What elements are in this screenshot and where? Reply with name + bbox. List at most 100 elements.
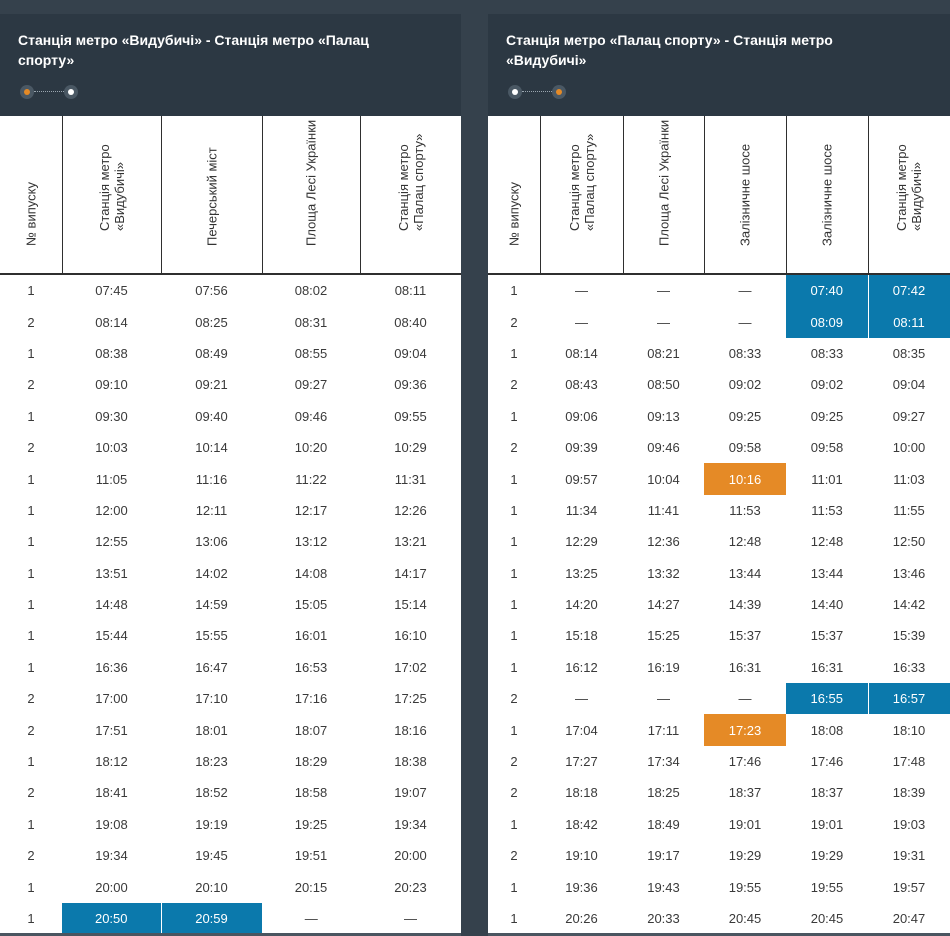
- time-cell: 18:37: [728, 785, 762, 801]
- release-number-cell: 2: [510, 754, 518, 770]
- time-cell: 19:43: [647, 879, 680, 895]
- release-number-cell: 1: [27, 879, 35, 895]
- table-row: 1 18:42 18:49 19:01 19:01 19:03: [488, 809, 950, 840]
- time-cell: 13:12: [294, 534, 328, 550]
- time-cell: 18:23: [195, 754, 228, 770]
- time-cell: 17:16: [294, 691, 328, 707]
- header-row: № випуску Станція метро «Видубичі» Печерсь…: [0, 116, 461, 275]
- time-cell: 19:10: [565, 848, 598, 864]
- time-cell: 18:49: [647, 816, 680, 832]
- table-row: 2 17:00 17:10 17:16 17:25: [0, 683, 461, 714]
- release-number-cell: 2: [27, 440, 35, 456]
- time-cell: 12:48: [810, 534, 844, 550]
- time-cell: 16:01: [294, 628, 328, 644]
- time-cell: 17:46: [810, 754, 844, 770]
- release-number-cell: 1: [510, 628, 518, 644]
- table-row: 2 08:14 08:25 08:31 08:40: [0, 306, 461, 337]
- direction-dot-inactive[interactable]: [508, 85, 522, 99]
- time-cell: 08:49: [195, 345, 228, 361]
- column-header-label: Станція метро «Видубичі»: [96, 144, 127, 231]
- time-cell: 15:25: [647, 628, 680, 644]
- table-row: 1 20:00 20:10 20:15 20:23: [0, 871, 461, 902]
- time-cell: 13:51: [95, 565, 128, 581]
- release-number-cell: 2: [510, 314, 518, 330]
- time-cell: 08:14: [95, 314, 128, 330]
- time-cell: 09:46: [647, 440, 680, 456]
- time-cell: 19:01: [728, 816, 762, 832]
- time-cell: 11:41: [647, 502, 680, 518]
- table-row: 2 08:43 08:50 09:02 09:02 09:04: [488, 369, 950, 400]
- scrollbar[interactable]: [488, 933, 950, 936]
- schedule-panel-right: Станція метро «Палац спорту» - Станція м…: [488, 14, 950, 936]
- time-cell: 20:33: [647, 911, 680, 926]
- table-row: 1 09:30 09:40 09:46 09:55: [0, 401, 461, 432]
- release-number-cell: 2: [510, 848, 518, 864]
- release-number-cell: 2: [27, 691, 35, 707]
- table-row: 1 15:18 15:25 15:37 15:37 15:39: [488, 620, 950, 651]
- time-cell: 19:25: [294, 816, 328, 832]
- direction-dot-active[interactable]: [552, 85, 566, 99]
- time-cell: 18:25: [647, 785, 680, 801]
- direction-toggle[interactable]: [508, 84, 568, 100]
- release-number-cell: 2: [27, 848, 35, 864]
- time-cell: 12:11: [195, 502, 228, 518]
- release-number-cell: 1: [27, 911, 35, 926]
- column-header-label: Станція метро «Палац спорту»: [395, 133, 426, 231]
- time-cell: 11:22: [295, 471, 327, 487]
- direction-dot-inactive[interactable]: [64, 85, 78, 99]
- time-cell: 20:00: [95, 879, 128, 895]
- release-number-cell: 1: [510, 283, 518, 299]
- time-cell: 14:20: [565, 597, 598, 613]
- table-row: 1 19:36 19:43 19:55 19:55 19:57: [488, 871, 950, 902]
- time-cell: 16:12: [565, 659, 598, 675]
- time-cell: 18:52: [195, 785, 228, 801]
- time-cell: 08:50: [647, 377, 680, 393]
- time-cell: 17:04: [565, 722, 598, 738]
- table-row: 1 09:57 10:04 10:16 11:01 11:03: [488, 463, 950, 495]
- table-row: 1 12:00 12:11 12:17 12:26: [0, 495, 461, 526]
- time-cell: 19:19: [195, 816, 228, 832]
- direction-toggle[interactable]: [20, 84, 80, 100]
- panel-header: Станція метро «Видубичі» - Станція метро…: [0, 14, 461, 116]
- time-cell: 18:39: [892, 785, 926, 801]
- time-cell: 11:05: [95, 471, 128, 487]
- scrollbar[interactable]: [0, 933, 461, 936]
- time-cell: 18:16: [394, 722, 427, 738]
- release-number-cell: 1: [27, 754, 35, 770]
- release-number-cell: 1: [27, 597, 35, 613]
- time-cell: 07:42: [868, 274, 950, 307]
- direction-dot-active[interactable]: [20, 85, 34, 99]
- time-cell: 08:21: [647, 345, 680, 361]
- time-cell: 17:27: [565, 754, 598, 770]
- table-row: 2 17:51 18:01 18:07 18:16: [0, 714, 461, 745]
- time-cell: 19:31: [892, 848, 926, 864]
- time-cell: 15:37: [810, 628, 844, 644]
- time-cell: 16:53: [294, 659, 328, 675]
- time-cell: 15:18: [565, 628, 598, 644]
- column-header-label: Печерський міст: [204, 147, 219, 246]
- release-number-cell: 2: [510, 785, 518, 801]
- time-cell: 19:36: [565, 879, 598, 895]
- time-cell: 13:25: [565, 565, 598, 581]
- time-cell: 08:55: [294, 345, 328, 361]
- time-cell: 09:39: [565, 440, 598, 456]
- time-cell: 14:39: [728, 597, 762, 613]
- table-row: 1 09:06 09:13 09:25 09:25 09:27: [488, 401, 950, 432]
- time-cell: 16:57: [868, 683, 950, 715]
- time-cell: 20:00: [394, 848, 427, 864]
- release-number-cell: 1: [510, 659, 518, 675]
- toggle-dotted-line: [522, 91, 552, 92]
- table-row: 1 20:50 20:59 — —: [0, 902, 461, 935]
- time-cell: 10:04: [647, 471, 680, 487]
- time-cell: 20:26: [565, 911, 598, 926]
- table-row: 1 14:20 14:27 14:39 14:40 14:42: [488, 589, 950, 620]
- time-cell: 09:30: [95, 408, 128, 424]
- time-cell: 17:48: [892, 754, 926, 770]
- release-number-cell: 1: [27, 345, 35, 361]
- release-number-cell: 1: [27, 659, 35, 675]
- time-cell: 09:21: [195, 377, 228, 393]
- time-cell: 20:47: [892, 911, 926, 926]
- time-cell: 18:58: [294, 785, 328, 801]
- time-cell: 10:00: [892, 440, 926, 456]
- time-cell: 18:38: [394, 754, 427, 770]
